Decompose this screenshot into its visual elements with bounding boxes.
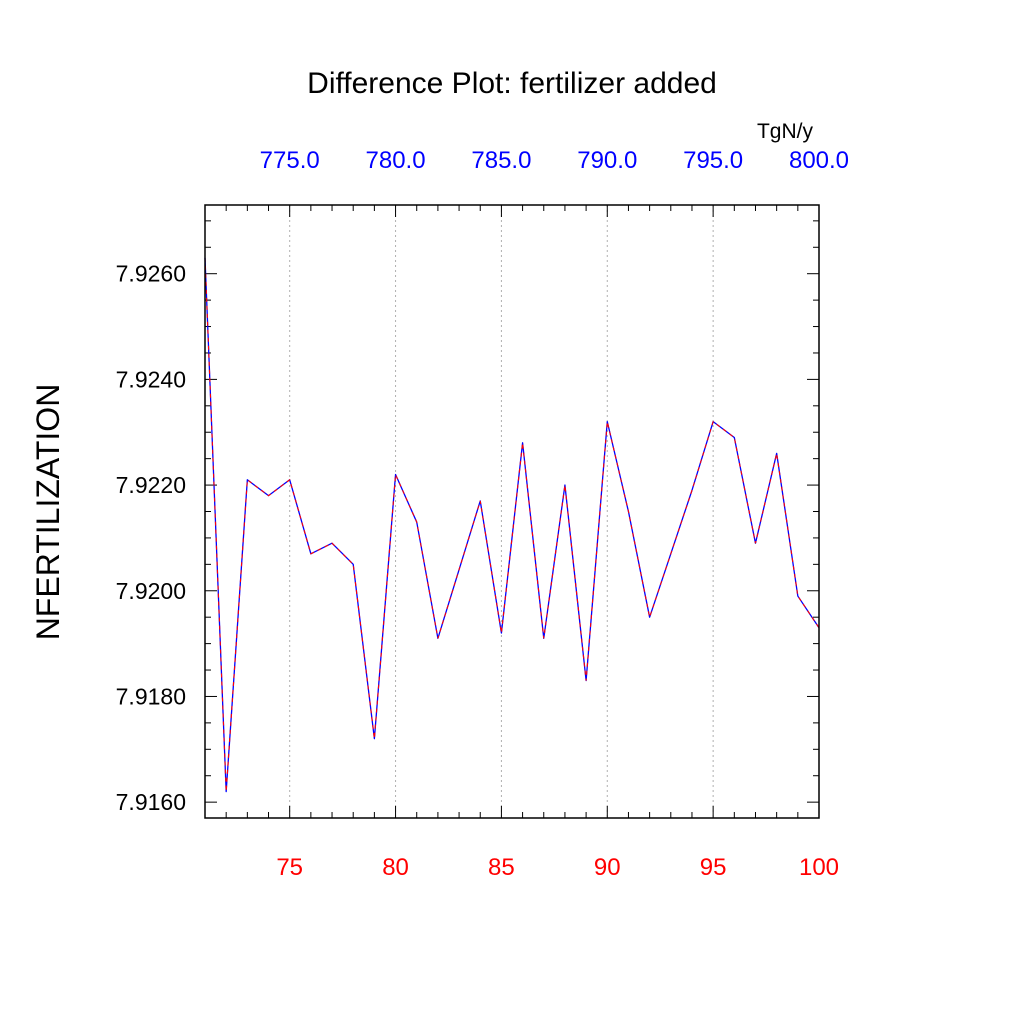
y-axis-label: NFERTILIZATION (30, 384, 66, 641)
x-tick-label-bottom: 80 (382, 854, 409, 881)
y-tick-label: 7.9240 (116, 366, 186, 392)
y-tick-label: 7.9180 (116, 683, 186, 709)
x-tick-label-bottom: 100 (799, 854, 839, 881)
y-tick-label: 7.9220 (116, 472, 186, 498)
x-tick-label-top: 800.0 (789, 147, 849, 174)
y-tick-label: 7.9200 (116, 578, 186, 604)
x-tick-label-top: 790.0 (577, 147, 637, 174)
y-tick-label: 7.9260 (116, 261, 186, 287)
chart-title: Difference Plot: fertilizer added (307, 67, 717, 100)
x-tick-label-bottom: 95 (700, 854, 727, 881)
tick-labels: 7.9160 7.9180 7.9200 7.9220 7.9240 7.9260 75 80… (116, 147, 849, 881)
x-tick-label-top: 775.0 (260, 147, 320, 174)
series-line-overlay (204, 257, 820, 792)
x-tick-label-bottom: 90 (594, 854, 621, 881)
x-tick-label-bottom: 75 (276, 854, 303, 881)
x-tick-label-top: 785.0 (471, 147, 531, 174)
units-label: TgN/y (757, 120, 814, 143)
data-series (204, 257, 820, 793)
axis-ticks (204, 205, 820, 818)
series-line (204, 257, 820, 793)
x-tick-label-top: 780.0 (366, 147, 426, 174)
x-tick-label-bottom: 85 (488, 854, 515, 881)
grid-lines (289, 205, 714, 818)
plot-frame (204, 204, 820, 819)
x-tick-label-top: 795.0 (683, 147, 743, 174)
y-tick-label: 7.9160 (116, 789, 186, 815)
